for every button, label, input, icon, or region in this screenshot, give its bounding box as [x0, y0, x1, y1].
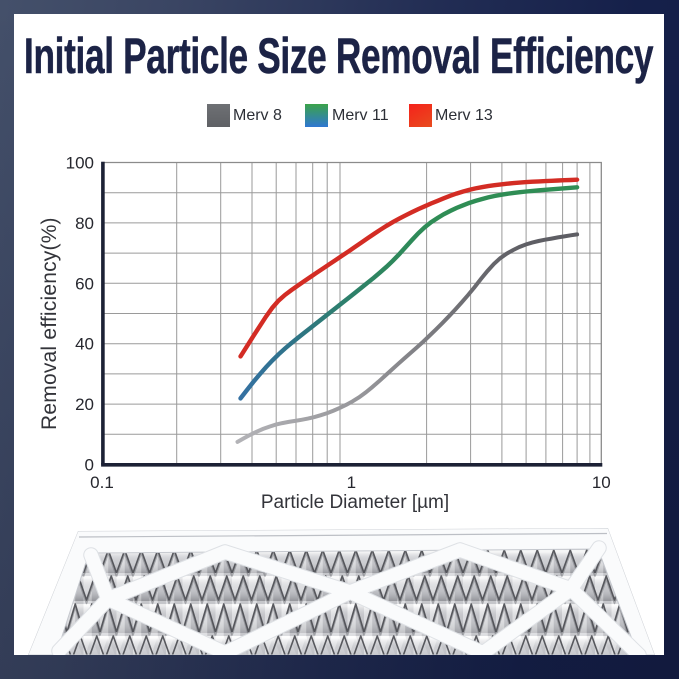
svg-text:0.1: 0.1 — [90, 473, 114, 492]
svg-text:40: 40 — [75, 335, 94, 354]
svg-text:10: 10 — [592, 473, 611, 492]
svg-text:100: 100 — [66, 154, 94, 173]
svg-text:Removal efficiency(%): Removal efficiency(%) — [38, 217, 61, 430]
svg-text:0: 0 — [85, 456, 94, 475]
svg-text:1: 1 — [347, 473, 356, 492]
svg-text:80: 80 — [75, 214, 94, 233]
svg-text:Particle Diameter [µm]: Particle Diameter [µm] — [261, 492, 449, 513]
svg-text:60: 60 — [75, 274, 94, 293]
svg-text:20: 20 — [75, 395, 94, 414]
